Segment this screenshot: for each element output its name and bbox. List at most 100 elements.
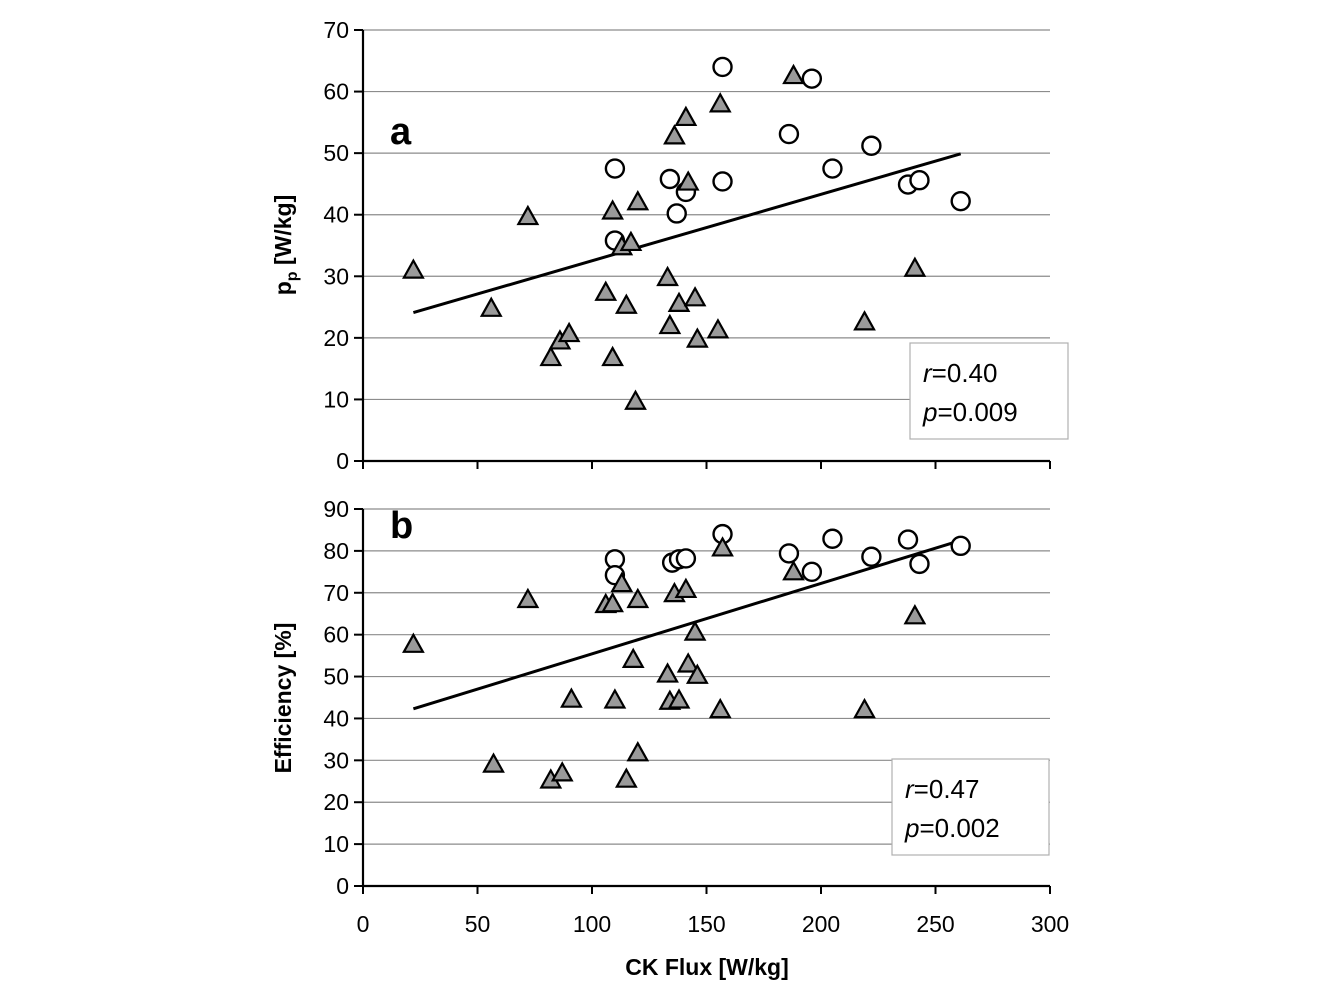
panel-b-letter: b [390,505,413,547]
panel-b-triangle-point [626,587,650,609]
panel-b-triangle-point [853,697,876,719]
panel-b-y-tick-label: 30 [323,747,349,773]
panel-b-circle-point [909,553,930,575]
panel-a-circle-point [909,170,930,191]
panel-b-r-stat: r=0.47 [905,774,979,804]
panel-a-triangle-point [624,389,647,410]
panel-b-circle-point [675,548,697,569]
panel-b-y-tick-label: 50 [323,664,349,690]
panel-b-triangle-point [482,752,505,773]
panel-a-triangle-point [708,92,732,113]
panel-b-y-tick-label: 80 [323,538,349,564]
panel-a-triangle-point [626,190,650,211]
x-tick-label: 250 [916,911,954,937]
panel-a-regression [412,152,962,315]
panel-a-y-tick-label: 70 [323,17,349,43]
panel-a-triangle-point [658,313,682,335]
panel-a-r-stat: r=0.40 [923,358,997,388]
panel-a-circle-point [659,168,681,190]
panel-a-triangle-point [619,230,643,252]
panel-b-y-ticks: 0 10 20 30 40 50 60 70 80 90 [323,496,349,899]
x-tick-label: 150 [687,911,725,937]
panel-b-triangle-point [656,662,679,683]
panel-b-triangle-point [550,761,574,782]
panel-b-triangle-point [516,587,540,609]
panel-a-triangle-point [674,105,698,127]
x-tick-label: 100 [573,911,611,937]
panel-a-y-tick-label: 30 [323,263,349,289]
panel-a: 0 10 20 30 40 50 60 70 a pp [W/kg] r=0.40 p=0.0… [270,17,1069,474]
panel-a-y-tick-label: 50 [323,140,349,166]
panel-b-triangle-point [903,604,927,625]
panel-a-triangle-point [706,318,730,339]
panel-a-triangle-point [782,63,805,85]
panel-a-triangle-point [683,286,707,307]
panel-b-triangle-point [626,741,650,762]
panel-b-triangle-point [685,663,709,684]
panel-b-triangle-point [667,688,691,709]
x-tick-label: 300 [1031,911,1069,937]
panel-a-y-axis-title: pp [W/kg] [270,195,301,296]
panel-a-y-ticks: 0 10 20 30 40 50 60 70 [323,17,349,474]
panel-a-y-tick-label: 0 [336,448,349,474]
panel-b-circle-point [822,528,843,549]
panel-b-gridlines [363,508,1050,845]
panel-a-triangle-point [685,327,709,348]
panel-a-circle-point [861,135,882,156]
panel-a-circle-point [950,190,971,212]
panel-a-regression-line [412,152,962,315]
x-axis-title: CK Flux [W/kg] [625,954,789,980]
panel-a-triangle-point [539,345,563,367]
panel-b-triangle-point [614,767,638,788]
panel-b-p-stat: p=0.002 [904,813,1000,843]
panel-a-triangle-point [601,199,624,220]
panel-a-circle-point [822,158,843,179]
panel-a-stats-box: r=0.40 p=0.009 [909,342,1069,440]
panel-a-triangle-point [656,265,679,287]
panel-a-triangle-point [614,293,638,314]
panel-a-triangle-point [663,124,686,145]
panel-a-triangle-point [601,345,624,367]
panel-b-stats-box: r=0.47 p=0.002 [891,758,1050,856]
panel-a-triangle-point [479,296,503,317]
panel-a-triangle-point [594,280,618,301]
panel-a-points [402,56,971,410]
panel-a-circle-point [778,123,800,145]
panel-b-y-tick-label: 20 [323,789,349,815]
panel-b-y-axis-title: Efficiency [%] [270,623,296,774]
panel-a-p-stat: p=0.009 [922,397,1018,427]
panel-a-triangle-point [853,310,876,331]
panel-a-triangle-point [667,291,691,312]
panel-b-y-tick-label: 60 [323,622,349,648]
panel-b-triangle-point [560,687,583,708]
panel-a-circle-point [712,56,733,78]
panel-a-y-tick-label: 10 [323,386,349,412]
panel-b-circle-point [950,535,971,557]
panel-b-triangle-point [603,688,627,709]
panel-b-triangle-point [621,647,645,668]
panel-b-points [402,523,971,789]
panel-b-regression [412,538,962,711]
panel-b-triangle-point [676,652,700,673]
panel-a-gridlines [363,29,1050,401]
panel-a-triangle-point [557,321,581,343]
panel-b-circle-point [861,546,882,567]
panel-a-axes [354,29,1051,469]
panel-a-y-tick-label: 20 [323,325,349,351]
panel-b-triangle-point [708,697,732,719]
panel-b-triangle-point [674,577,698,599]
panel-b-y-tick-label: 90 [323,496,349,522]
panel-a-circle-point [801,68,823,89]
panel-b-triangle-point [601,591,624,613]
panel-b-circle-point [897,529,919,550]
x-axis-tick-labels: 0 50 100 150 200 250 300 [357,911,1070,937]
panel-b-axes [354,508,1051,894]
panel-a-triangle-point [676,170,700,191]
x-tick-label: 200 [802,911,840,937]
panel-a-triangle-point [402,258,425,279]
panel-b-triangle-point [402,632,425,653]
panel-a-triangle-point [516,204,540,226]
x-tick-label: 0 [357,911,370,937]
panel-b-y-tick-label: 0 [336,873,349,899]
